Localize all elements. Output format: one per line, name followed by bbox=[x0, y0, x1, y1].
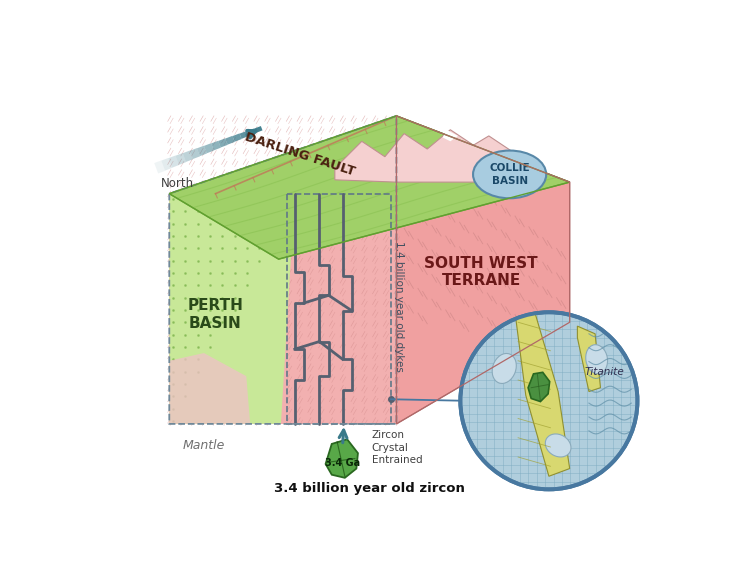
Polygon shape bbox=[528, 372, 550, 402]
Text: SOUTH WEST
TERRANE: SOUTH WEST TERRANE bbox=[425, 256, 538, 289]
Polygon shape bbox=[578, 326, 600, 391]
Polygon shape bbox=[170, 353, 250, 424]
Polygon shape bbox=[170, 194, 295, 424]
Circle shape bbox=[461, 312, 637, 490]
Text: Mantle: Mantle bbox=[182, 439, 225, 452]
Text: 3.4 Ga: 3.4 Ga bbox=[325, 458, 360, 468]
Ellipse shape bbox=[545, 434, 571, 457]
Ellipse shape bbox=[586, 345, 608, 374]
Polygon shape bbox=[516, 313, 570, 476]
Text: 3.4 billion year old zircon: 3.4 billion year old zircon bbox=[274, 482, 465, 495]
Text: PERTH
BASIN: PERTH BASIN bbox=[188, 298, 244, 331]
Polygon shape bbox=[335, 130, 516, 182]
Ellipse shape bbox=[473, 151, 546, 198]
Polygon shape bbox=[443, 130, 458, 141]
Polygon shape bbox=[170, 116, 570, 259]
Text: Titanite: Titanite bbox=[584, 367, 624, 377]
Polygon shape bbox=[326, 439, 358, 478]
Text: 1.4 billion year old dykes: 1.4 billion year old dykes bbox=[394, 241, 404, 372]
Polygon shape bbox=[170, 116, 397, 424]
Polygon shape bbox=[397, 116, 570, 424]
Text: DARLING FAULT: DARLING FAULT bbox=[244, 131, 357, 178]
Text: COLLIE
BASIN: COLLIE BASIN bbox=[489, 163, 530, 186]
Text: Zircon
Crystal
Entrained: Zircon Crystal Entrained bbox=[372, 431, 422, 465]
Ellipse shape bbox=[492, 353, 516, 383]
Text: North: North bbox=[161, 177, 194, 190]
